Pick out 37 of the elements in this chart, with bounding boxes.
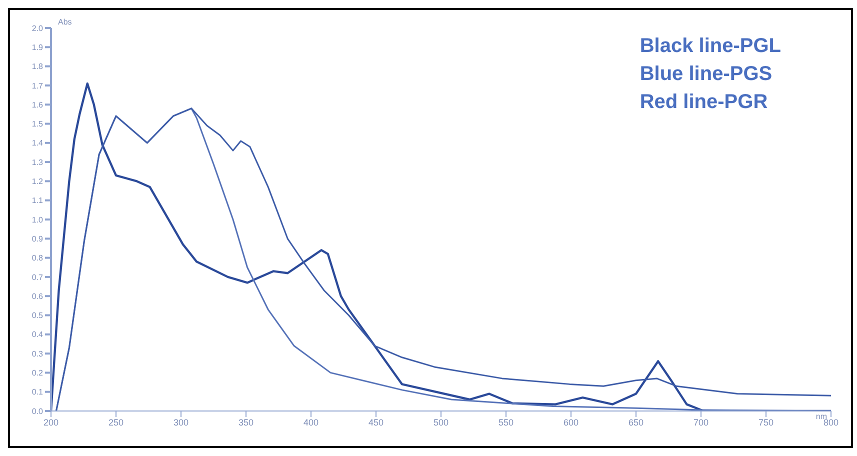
y-tick-label: 0.4 — [32, 330, 44, 340]
annotation: Blue line-PGS — [640, 62, 774, 87]
y-tick-label: 1.7 — [32, 81, 44, 90]
y-tick-label: 1.0 — [32, 215, 44, 224]
y-tick-label: 0.2 — [32, 368, 44, 378]
y-axis-title: Abs — [58, 18, 72, 27]
y-tick-label: 1.4 — [32, 138, 44, 148]
x-tick-label: 500 — [433, 417, 449, 428]
annotation: Red line-PGR — [640, 90, 769, 115]
y-tick-label: 1.8 — [32, 62, 44, 72]
y-tick-label: 1.6 — [32, 100, 44, 110]
y-tick-label: 0.7 — [32, 272, 44, 282]
y-tick-label: 0.0 — [32, 406, 44, 416]
x-tick-label: 600 — [563, 417, 579, 428]
x-tick-label: 700 — [693, 417, 709, 428]
x-tick-label: 550 — [498, 417, 514, 428]
annotation: Black line-PGL — [640, 34, 781, 59]
y-tick-label: 0.1 — [32, 388, 44, 397]
y-tick-label: 0.6 — [32, 292, 44, 301]
x-tick-label: 250 — [108, 417, 124, 428]
x-tick-label: 450 — [368, 417, 384, 428]
x-tick-label: 200 — [43, 417, 59, 428]
y-tick-label: 0.5 — [32, 311, 44, 320]
x-tick-label: 350 — [238, 417, 254, 428]
y-tick-label: 1.1 — [32, 196, 44, 206]
y-tick-label: 1.2 — [32, 177, 44, 186]
x-tick-label: 400 — [303, 417, 319, 428]
y-tick-label: 1.5 — [32, 120, 44, 129]
y-tick-label: 1.9 — [32, 42, 44, 52]
y-tick-label: 0.8 — [32, 254, 44, 263]
y-tick-label: 2.0 — [32, 24, 44, 33]
x-tick-label: 650 — [628, 417, 644, 428]
x-tick-label: 750 — [758, 417, 774, 428]
x-tick-label: 300 — [173, 417, 189, 428]
y-tick-label: 0.3 — [32, 349, 44, 358]
y-tick-label: 1.3 — [32, 158, 44, 167]
y-tick-label: 0.9 — [32, 234, 44, 244]
